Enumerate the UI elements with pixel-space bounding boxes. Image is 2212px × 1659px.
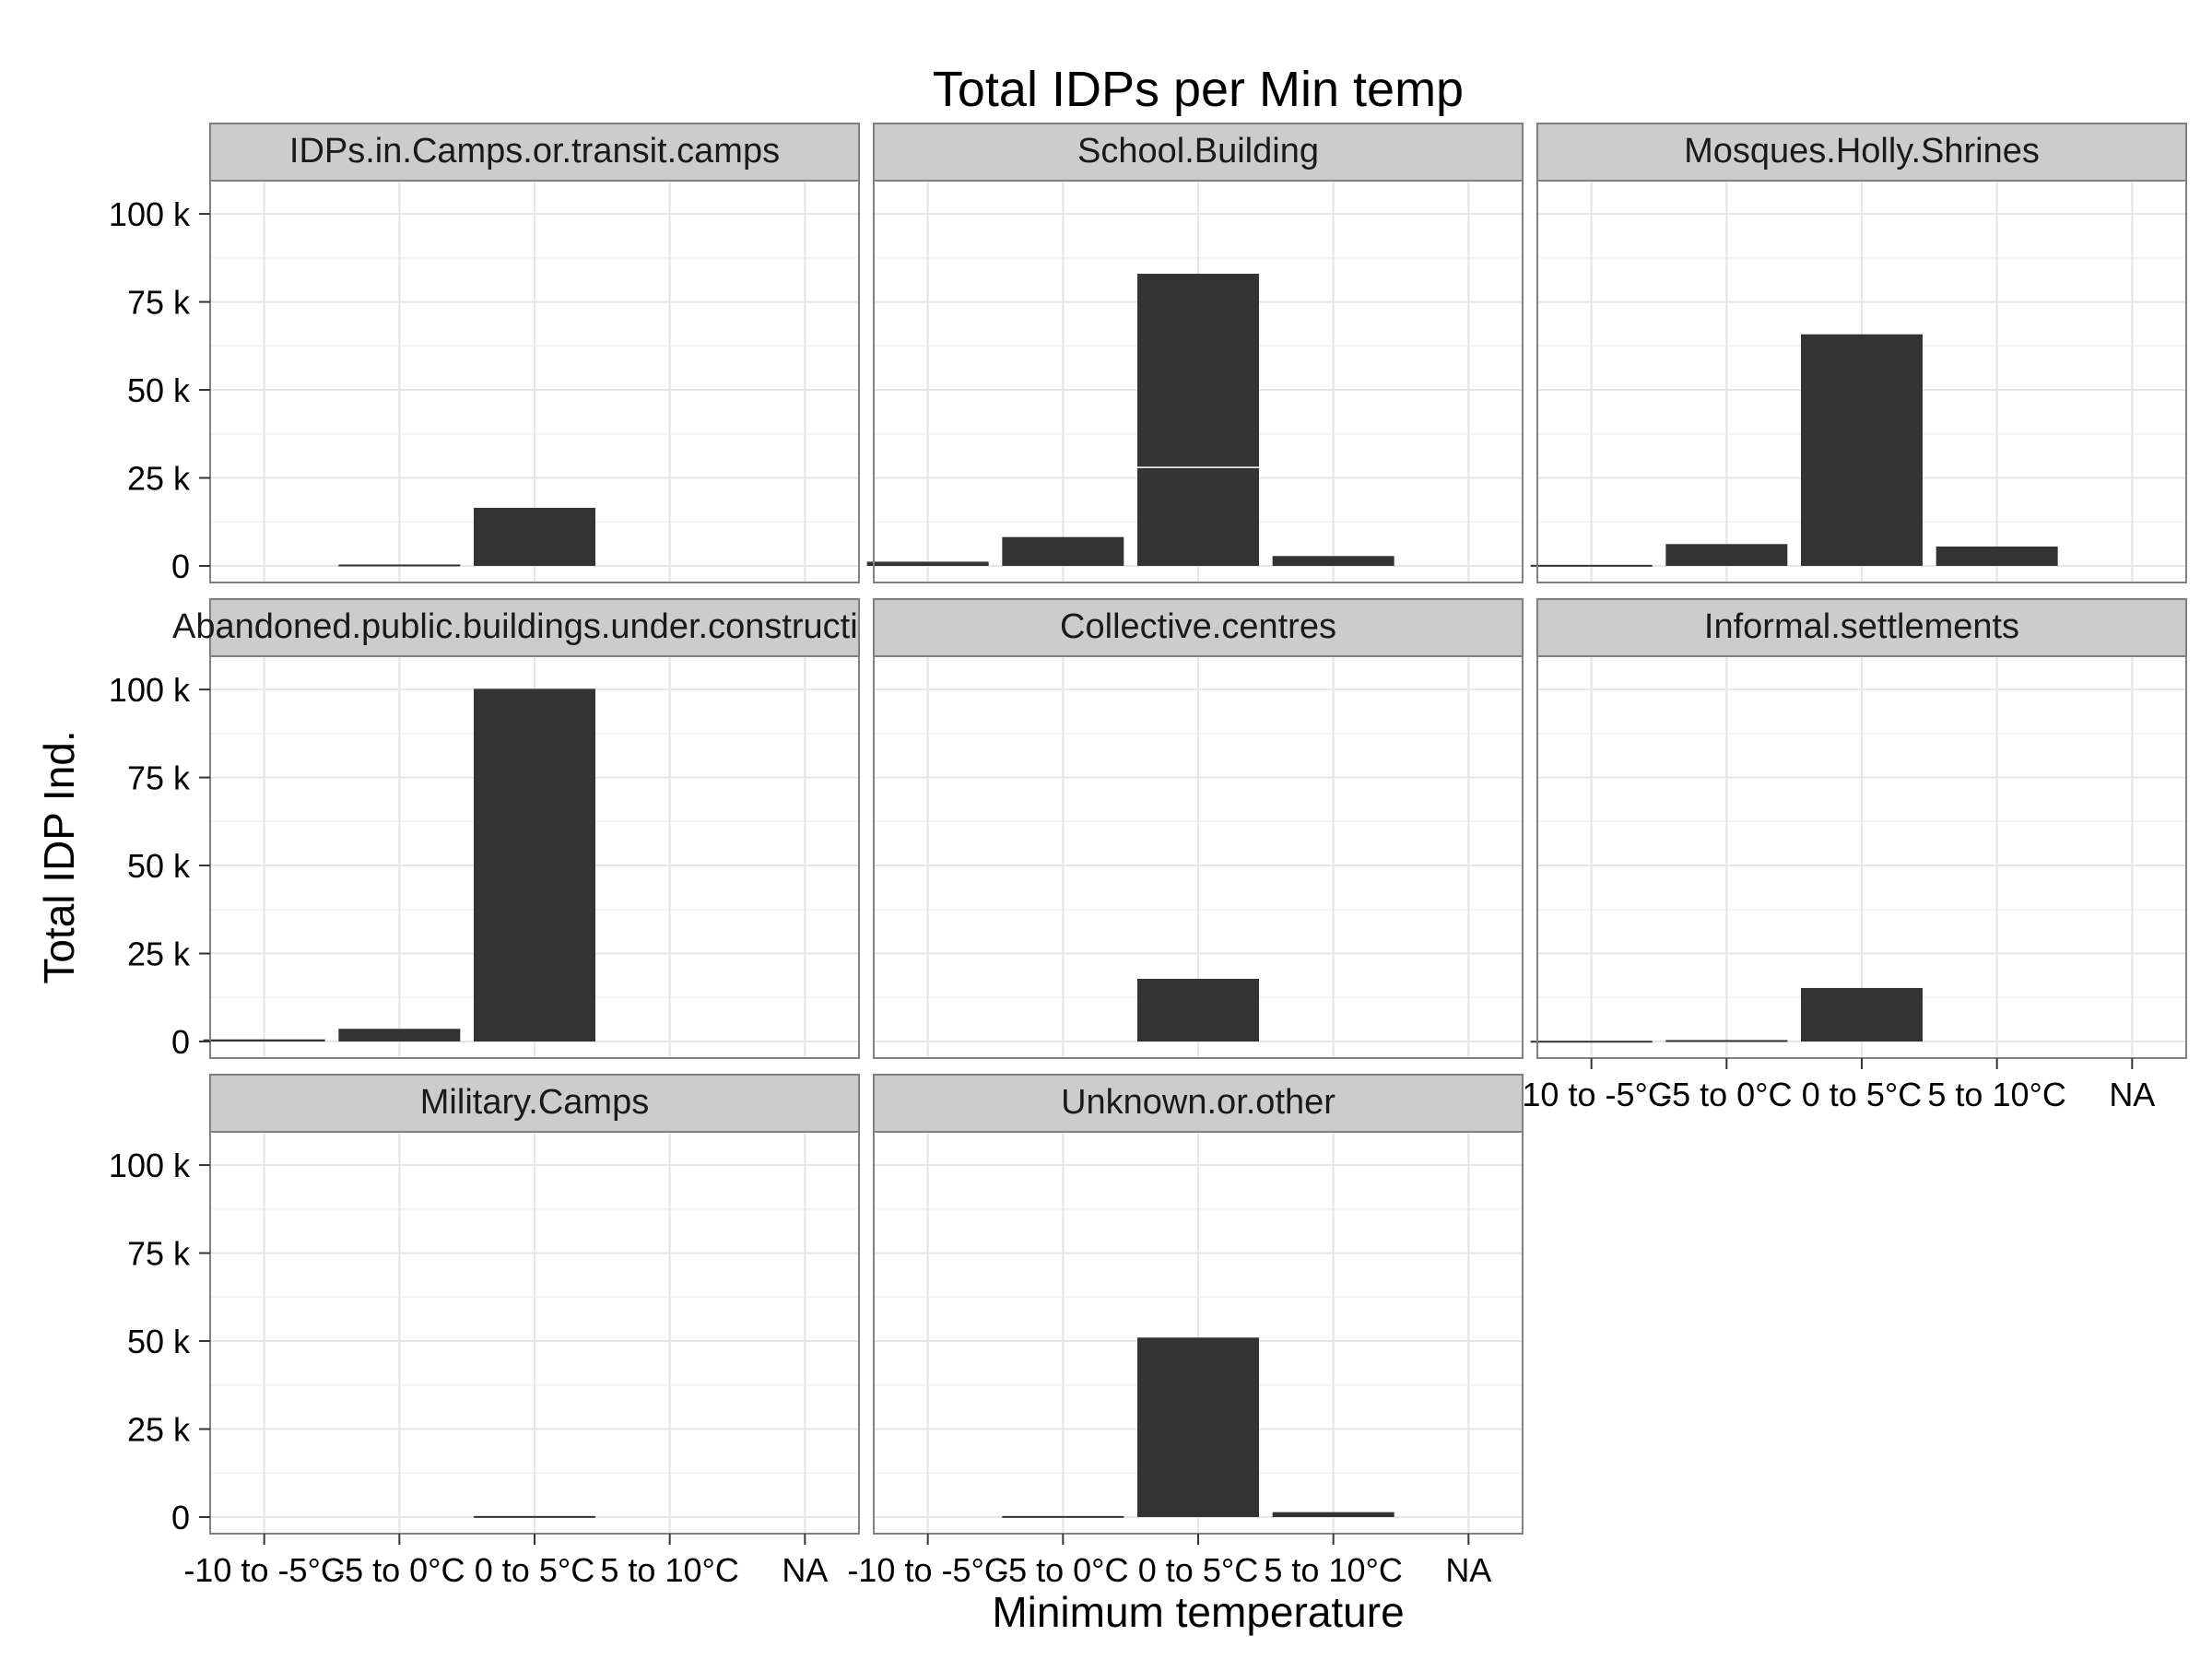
x-tick-label: 5 to 10°C <box>1264 1551 1403 1589</box>
bar <box>1137 979 1259 1041</box>
y-tick-label: 25 k <box>127 935 191 973</box>
facet-panels: IDPs.in.Camps.or.transit.camps 0 25 k 50 k 7… <box>109 123 2187 1589</box>
y-tick-label: 100 k <box>109 195 191 233</box>
y-tick-label: 50 k <box>127 847 191 885</box>
y-tick-label: 25 k <box>127 460 191 498</box>
x-tick-label: NA <box>782 1551 828 1589</box>
y-axis-label: Total IDP Ind. <box>35 730 83 983</box>
y-tick-label: 0 <box>171 1499 190 1536</box>
bar <box>1137 274 1259 566</box>
facet-strip <box>209 598 860 657</box>
x-tick-label: -10 to -5°C <box>183 1551 344 1589</box>
facet-label: Mosques.Holly.Shrines <box>1684 132 2040 171</box>
facet-strip <box>1536 123 2187 182</box>
bar <box>866 561 989 566</box>
facet-strip <box>873 123 1524 182</box>
facet-label: Collective.centres <box>1060 607 1336 646</box>
x-tick-label: 0 to 5°C <box>1802 1076 1922 1113</box>
facet-label: Unknown.or.other <box>1061 1083 1335 1122</box>
facet-panel-0: IDPs.in.Camps.or.transit.camps 0 25 k 50 k 7… <box>109 123 860 585</box>
facet-panel-5: Informal.settlements -10 to -5°C-5 to 0°C… <box>1511 598 2187 1113</box>
bar <box>1801 987 1923 1041</box>
bar <box>474 1515 595 1518</box>
bar <box>1002 536 1124 566</box>
y-tick-label: 50 k <box>127 1323 191 1360</box>
facet-panel-6: Military.Camps 0 25 k 50 k 75 k 100 k -10 to -… <box>109 1074 860 1589</box>
x-tick-label: 0 to 5°C <box>475 1551 594 1589</box>
facet-label: Military.Camps <box>420 1083 649 1122</box>
facet-panel-3: Abandoned.public.buildings.under.constru… <box>109 598 897 1061</box>
bar <box>474 507 595 566</box>
y-tick-label: 50 k <box>127 371 191 409</box>
y-tick-label: 25 k <box>127 1411 191 1449</box>
x-axis-label: Minimum temperature <box>992 1588 1404 1636</box>
facet-label: Abandoned.public.buildings.under.constru… <box>172 607 897 646</box>
y-tick-label: 100 k <box>109 1147 191 1184</box>
x-tick-label: NA <box>2109 1076 2155 1113</box>
chart-title: Total IDPs per Min temp <box>933 62 1464 117</box>
bar <box>1002 1515 1124 1518</box>
bar <box>1530 1041 1653 1043</box>
bar <box>1272 1512 1394 1517</box>
bar <box>203 1039 325 1041</box>
facet-label: IDPs.in.Camps.or.transit.camps <box>289 132 780 171</box>
facet-strip <box>873 598 1524 657</box>
bar <box>474 688 595 1041</box>
y-tick-label: 0 <box>171 547 190 585</box>
facet-label: Informal.settlements <box>1704 607 2019 646</box>
y-tick-label: 75 k <box>127 759 191 797</box>
bar <box>1936 546 2058 566</box>
facet-strip <box>1536 598 2187 657</box>
bar <box>338 564 461 567</box>
facet-strip <box>873 1074 1524 1133</box>
x-tick-label: -5 to 0°C <box>334 1551 465 1589</box>
bar <box>1137 1337 1259 1517</box>
bar <box>1665 1040 1788 1042</box>
bar <box>1530 564 1653 567</box>
facet-panel-2: Mosques.Holly.Shrines <box>1530 123 2187 583</box>
facet-panel-4: Collective.centres <box>873 598 1524 1059</box>
y-tick-label: 0 <box>171 1023 190 1061</box>
x-tick-label: -10 to -5°C <box>1511 1076 1671 1113</box>
facet-strip <box>209 1074 860 1133</box>
x-tick-label: NA <box>1445 1551 1491 1589</box>
y-tick-label: 100 k <box>109 671 191 709</box>
x-tick-label: -5 to 0°C <box>1661 1076 1792 1113</box>
facet-panel-1: School.Building <box>866 123 1524 583</box>
bar <box>1665 544 1788 566</box>
x-tick-label: -5 to 0°C <box>997 1551 1128 1589</box>
facet-panel-7: Unknown.or.other -10 to -5°C-5 to 0°C 0 to… <box>847 1074 1524 1589</box>
facet-label: School.Building <box>1077 132 1319 171</box>
x-tick-label: 0 to 5°C <box>1138 1551 1258 1589</box>
x-tick-label: 5 to 10°C <box>1927 1076 2066 1113</box>
y-tick-label: 75 k <box>127 284 191 322</box>
x-tick-label: 5 to 10°C <box>600 1551 739 1589</box>
facet-strip <box>209 123 860 182</box>
bar <box>338 1029 461 1041</box>
x-tick-label: -10 to -5°C <box>847 1551 1007 1589</box>
bar <box>1801 334 1923 566</box>
bar <box>1272 556 1394 566</box>
y-tick-label: 75 k <box>127 1235 191 1273</box>
